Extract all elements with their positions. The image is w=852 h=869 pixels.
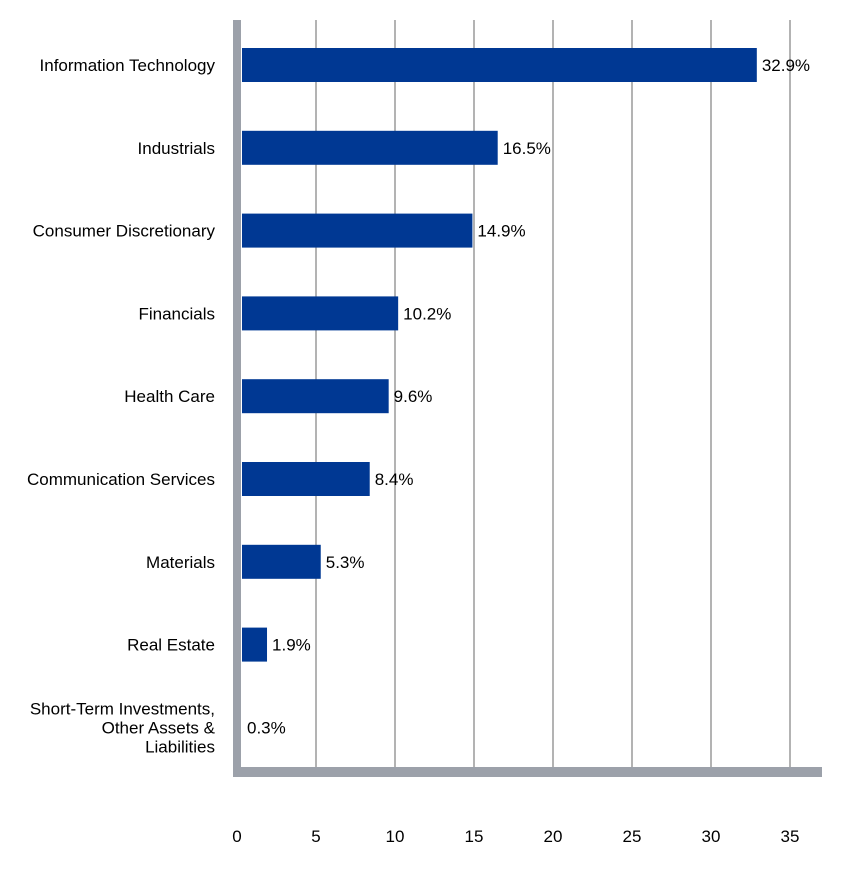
category-label: Short-Term Investments, Other Assets & Lia…	[30, 699, 216, 756]
category-label: Materials	[146, 553, 215, 572]
category-label: Industrials	[138, 139, 215, 158]
value-labels: 32.9% 16.5% 14.9% 10.2% 9.6% 8.4% 5.3% 1.9% 0.3%	[247, 56, 810, 737]
bar-value-label: 0.3%	[247, 718, 286, 737]
category-label: Communication Services	[27, 470, 215, 489]
bar	[242, 296, 399, 331]
x-tick-label: 20	[544, 827, 563, 846]
bar-value-label: 10.2%	[403, 304, 451, 323]
bar-value-label: 16.5%	[503, 139, 551, 158]
bar	[242, 627, 268, 662]
x-tick-labels: 0 5 10 15 20 25 30 35	[232, 827, 799, 846]
bar-value-label: 9.6%	[394, 387, 433, 406]
bar	[242, 544, 321, 579]
bar-value-label: 1.9%	[272, 636, 311, 655]
bar-value-label: 8.4%	[375, 470, 414, 489]
x-tick-label: 0	[232, 827, 241, 846]
category-label: Financials	[138, 304, 215, 323]
category-label: Information Technology	[40, 56, 216, 75]
bar	[242, 213, 473, 248]
bar-value-label: 5.3%	[326, 553, 365, 572]
x-tick-label: 30	[702, 827, 721, 846]
x-tick-label: 10	[386, 827, 405, 846]
x-tick-label: 25	[623, 827, 642, 846]
category-label: Consumer Discretionary	[33, 222, 216, 241]
x-tick-label: 5	[311, 827, 320, 846]
y-axis-line	[233, 20, 241, 776]
bars	[242, 48, 757, 662]
bar	[242, 462, 370, 496]
x-axis-line	[233, 767, 822, 777]
x-tick-label: 35	[781, 827, 800, 846]
category-label: Health Care	[124, 387, 215, 406]
bar	[242, 130, 498, 165]
category-labels: Information Technology Industrials Consume…	[27, 56, 216, 756]
category-label: Real Estate	[127, 636, 215, 655]
axes	[233, 20, 822, 777]
x-tick-label: 15	[465, 827, 484, 846]
bar	[242, 379, 389, 414]
bar-value-label: 14.9%	[477, 222, 525, 241]
bar	[242, 48, 757, 82]
bar-value-label: 32.9%	[762, 56, 810, 75]
